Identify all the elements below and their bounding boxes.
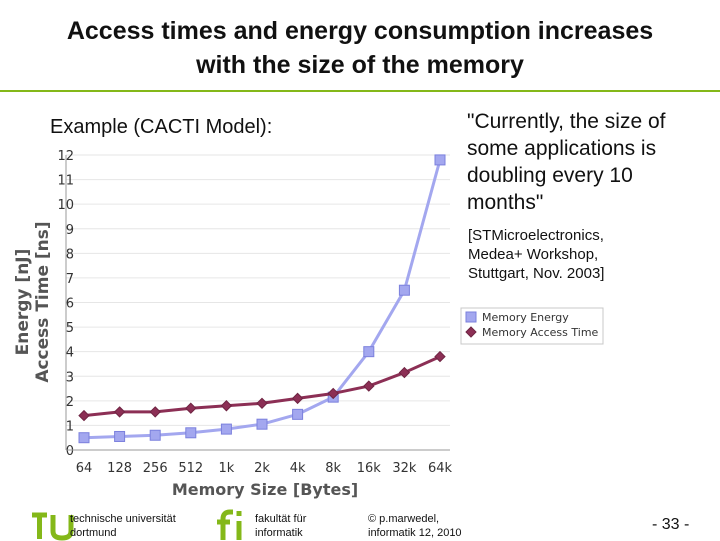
access-time-data-point [256, 397, 268, 409]
access-time-data-point [149, 406, 161, 418]
x-tick-label: 128 [107, 461, 132, 476]
quote-line: doubling every 10 [467, 164, 633, 187]
access-time-data-point [327, 387, 339, 400]
x-tick-label: 64 [76, 461, 93, 476]
legend-marker-energy [465, 311, 477, 323]
energy-data-point [256, 418, 268, 430]
legend-frame [460, 307, 604, 345]
chart-gridlines [66, 154, 450, 451]
energy-data-point [292, 408, 304, 420]
quote-line: some applications is [467, 137, 657, 160]
x-tick-label: 4k [290, 461, 306, 476]
x-tick-label: 64k [428, 461, 453, 476]
citation-text: [STMicroelectronics, Medea+ Workshop, St… [468, 226, 713, 283]
y-tick-label: 2 [66, 395, 74, 410]
citation-line: Medea+ Workshop, [468, 246, 599, 263]
x-tick-label: 256 [143, 461, 168, 476]
citation-line: [STMicroelectronics, [468, 227, 604, 244]
access-time-data-point [363, 380, 375, 392]
footer-university-line-2: dortmund [70, 527, 117, 539]
energy-data-point [149, 429, 161, 441]
x-tick-label: 1k [218, 461, 234, 476]
quote-line: months" [467, 191, 544, 214]
energy-data-point [363, 346, 375, 358]
y-tick-label: 7 [66, 272, 74, 287]
legend-marker-access-time [465, 326, 477, 338]
footer-author-line-2: informatik 12, 2010 [368, 527, 462, 539]
x-tick-label: 2k [254, 461, 270, 476]
y-tick-label: 5 [66, 321, 74, 336]
chart-series [78, 154, 446, 444]
example-label: Example (CACTI Model): [50, 116, 273, 138]
footer-faculty-line-2: informatik [255, 527, 303, 539]
x-tick-label: 16k [357, 461, 382, 476]
footer-university-line-1: technische universität [70, 513, 176, 525]
y-tick-label: 9 [66, 223, 74, 238]
slide-title-line-1: Access times and energy consumption incr… [66, 17, 654, 45]
x-tick-label: 512 [178, 461, 203, 476]
quote-text: "Currently, the size of some application… [467, 108, 712, 216]
access-time-data-point [291, 392, 304, 405]
y-tick-label: 4 [66, 346, 74, 361]
energy-data-point [220, 423, 232, 435]
energy-data-point [78, 432, 90, 444]
access-time-data-point [78, 409, 90, 422]
footer-faculty: fakultät für informatik [255, 512, 306, 540]
access-time-data-point [398, 366, 411, 379]
y-axis-label-access-time: Access Time [ns] [33, 221, 53, 382]
access-time-data-point [113, 406, 126, 418]
footer-author: © p.marwedel, informatik 12, 2010 [368, 512, 462, 540]
fi-logo [217, 509, 242, 540]
x-axis-label: Memory Size [Bytes] [172, 480, 358, 499]
x-tick-label: 8k [325, 461, 341, 476]
legend-label-access-time: Memory Access Time [482, 326, 599, 339]
footer-faculty-line-1: fakultät für [255, 513, 307, 525]
energy-data-point [398, 284, 410, 296]
energy-data-point [434, 154, 446, 166]
slide-title: Access times and energy consumption incr… [0, 14, 720, 82]
energy-data-point [114, 430, 126, 442]
y-tick-label: 3 [66, 370, 74, 385]
legend-label-energy: Memory Energy [482, 311, 569, 324]
citation-line: Stuttgart, Nov. 2003] [468, 265, 605, 282]
y-tick-label: 8 [66, 247, 74, 262]
y-axis-label-energy: Energy [nJ] [13, 249, 33, 356]
footer-university: technische universität dortmund [70, 512, 176, 540]
page-number: - 33 - [652, 516, 690, 533]
chart-legend: Memory Energy Memory Access Time [460, 307, 604, 345]
quote-line: "Currently, the size of [467, 110, 666, 133]
energy-series-line [83, 159, 442, 440]
access-time-data-point [434, 350, 446, 363]
energy-data-point [185, 427, 197, 439]
y-tick-label: 0 [66, 444, 74, 459]
title-divider [0, 90, 720, 92]
slide-title-line-2: with the size of the memory [196, 51, 524, 79]
y-tick-label: 6 [66, 297, 74, 312]
tu-logo [32, 512, 74, 541]
access-time-data-point [220, 400, 233, 412]
x-tick-label: 32k [392, 461, 417, 476]
access-time-data-point [185, 402, 197, 414]
footer-author-line-1: © p.marwedel, [368, 513, 440, 525]
y-tick-label: 1 [66, 419, 74, 434]
